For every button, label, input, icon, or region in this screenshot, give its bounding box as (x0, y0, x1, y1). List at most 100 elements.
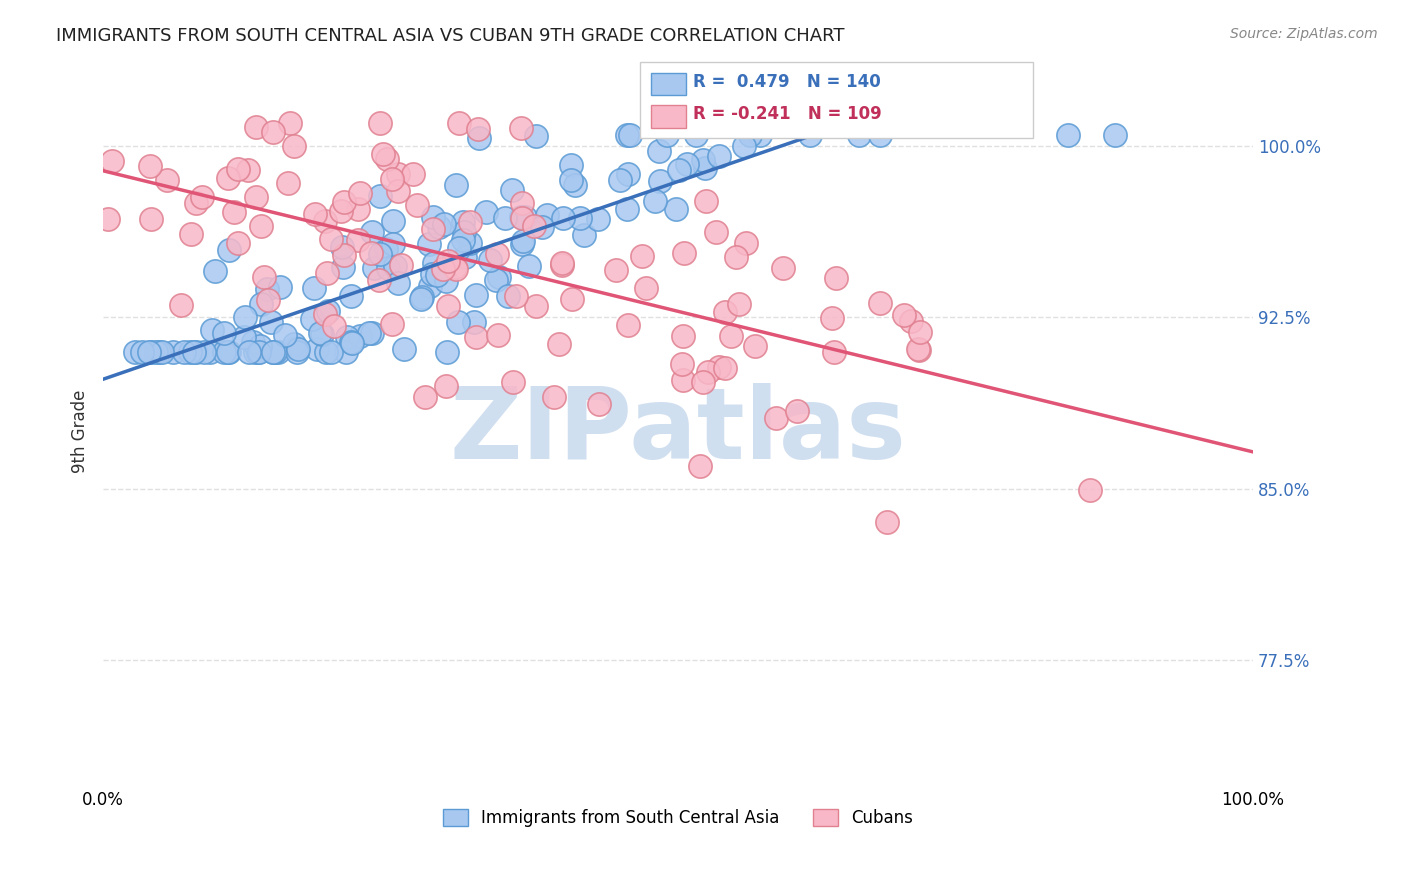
Cubans (486, 327, 509, 342)
Cubans (588, 397, 610, 411)
Immigrants from South Central Asia (420, 267, 443, 281)
Cubans (444, 260, 467, 275)
Immigrants from South Central Asia (302, 281, 325, 295)
Immigrants from South Central Asia (1056, 128, 1078, 142)
Cubans (510, 120, 533, 135)
Cubans (824, 345, 846, 359)
Immigrants from South Central Asia (392, 342, 415, 356)
Cubans (907, 342, 929, 356)
Immigrants from South Central Asia (513, 210, 536, 224)
Cubans (323, 319, 346, 334)
Immigrants from South Central Asia (148, 344, 170, 359)
Cubans (704, 225, 727, 239)
Immigrants from South Central Asia (315, 344, 337, 359)
Immigrants from South Central Asia (644, 194, 666, 208)
Cubans (245, 120, 267, 135)
Cubans (367, 272, 389, 286)
Cubans (101, 153, 124, 168)
Immigrants from South Central Asia (218, 244, 240, 258)
Cubans (437, 299, 460, 313)
Cubans (387, 184, 409, 198)
Cubans (524, 299, 547, 313)
Immigrants from South Central Asia (250, 297, 273, 311)
Cubans (821, 311, 844, 326)
Cubans (543, 391, 565, 405)
Cubans (876, 515, 898, 529)
Cubans (505, 289, 527, 303)
Immigrants from South Central Asia (340, 335, 363, 350)
Immigrants from South Central Asia (848, 128, 870, 142)
Immigrants from South Central Asia (368, 189, 391, 203)
Immigrants from South Central Asia (232, 330, 254, 344)
Immigrants from South Central Asia (738, 128, 761, 142)
Cubans (347, 233, 370, 247)
Immigrants from South Central Asia (262, 344, 284, 359)
Cubans (485, 247, 508, 261)
Immigrants from South Central Asia (458, 235, 481, 250)
Cubans (672, 329, 695, 343)
Immigrants from South Central Asia (447, 315, 470, 329)
Immigrants from South Central Asia (283, 337, 305, 351)
Immigrants from South Central Asia (675, 157, 697, 171)
Immigrants from South Central Asia (377, 261, 399, 276)
Cubans (406, 197, 429, 211)
Cubans (381, 172, 404, 186)
Immigrants from South Central Asia (657, 128, 679, 142)
Cubans (277, 177, 299, 191)
Immigrants from South Central Asia (517, 260, 540, 274)
Immigrants from South Central Asia (285, 344, 308, 359)
Immigrants from South Central Asia (138, 344, 160, 359)
Immigrants from South Central Asia (411, 292, 433, 306)
Cubans (636, 280, 658, 294)
Immigrants from South Central Asia (274, 327, 297, 342)
Immigrants from South Central Asia (374, 242, 396, 256)
Cubans (735, 236, 758, 251)
Immigrants from South Central Asia (212, 326, 235, 340)
Text: ZIPatlas: ZIPatlas (450, 383, 907, 480)
Immigrants from South Central Asia (411, 290, 433, 304)
Immigrants from South Central Asia (692, 153, 714, 167)
Immigrants from South Central Asia (648, 174, 671, 188)
Cubans (900, 314, 922, 328)
Cubans (617, 318, 640, 332)
Immigrants from South Central Asia (336, 330, 359, 344)
Immigrants from South Central Asia (564, 178, 586, 193)
Cubans (156, 172, 179, 186)
Immigrants from South Central Asia (332, 260, 354, 275)
Cubans (1078, 483, 1101, 497)
Immigrants from South Central Asia (536, 208, 558, 222)
Immigrants from South Central Asia (433, 217, 456, 231)
Immigrants from South Central Asia (510, 211, 533, 225)
Cubans (458, 215, 481, 229)
Immigrants from South Central Asia (186, 344, 208, 359)
Immigrants from South Central Asia (494, 211, 516, 226)
Cubans (728, 297, 751, 311)
Cubans (510, 211, 533, 225)
Immigrants from South Central Asia (869, 128, 891, 142)
Cubans (250, 219, 273, 233)
Immigrants from South Central Asia (510, 236, 533, 251)
Immigrants from South Central Asia (233, 310, 256, 324)
Immigrants from South Central Asia (217, 344, 239, 359)
Cubans (907, 343, 929, 357)
Text: Source: ZipAtlas.com: Source: ZipAtlas.com (1230, 27, 1378, 41)
Cubans (465, 330, 488, 344)
Cubans (387, 167, 409, 181)
Cubans (180, 227, 202, 242)
Immigrants from South Central Asia (384, 260, 406, 274)
Immigrants from South Central Asia (183, 344, 205, 359)
Cubans (449, 116, 471, 130)
Immigrants from South Central Asia (201, 323, 224, 337)
Cubans (434, 379, 457, 393)
Cubans (332, 248, 354, 262)
Immigrants from South Central Asia (609, 173, 631, 187)
Immigrants from South Central Asia (422, 211, 444, 225)
Cubans (744, 339, 766, 353)
Immigrants from South Central Asia (560, 172, 582, 186)
Cubans (672, 372, 695, 386)
Cubans (432, 262, 454, 277)
Cubans (908, 326, 931, 340)
Immigrants from South Central Asia (423, 256, 446, 270)
Text: R = -0.241   N = 109: R = -0.241 N = 109 (693, 105, 882, 123)
Immigrants from South Central Asia (446, 178, 468, 192)
